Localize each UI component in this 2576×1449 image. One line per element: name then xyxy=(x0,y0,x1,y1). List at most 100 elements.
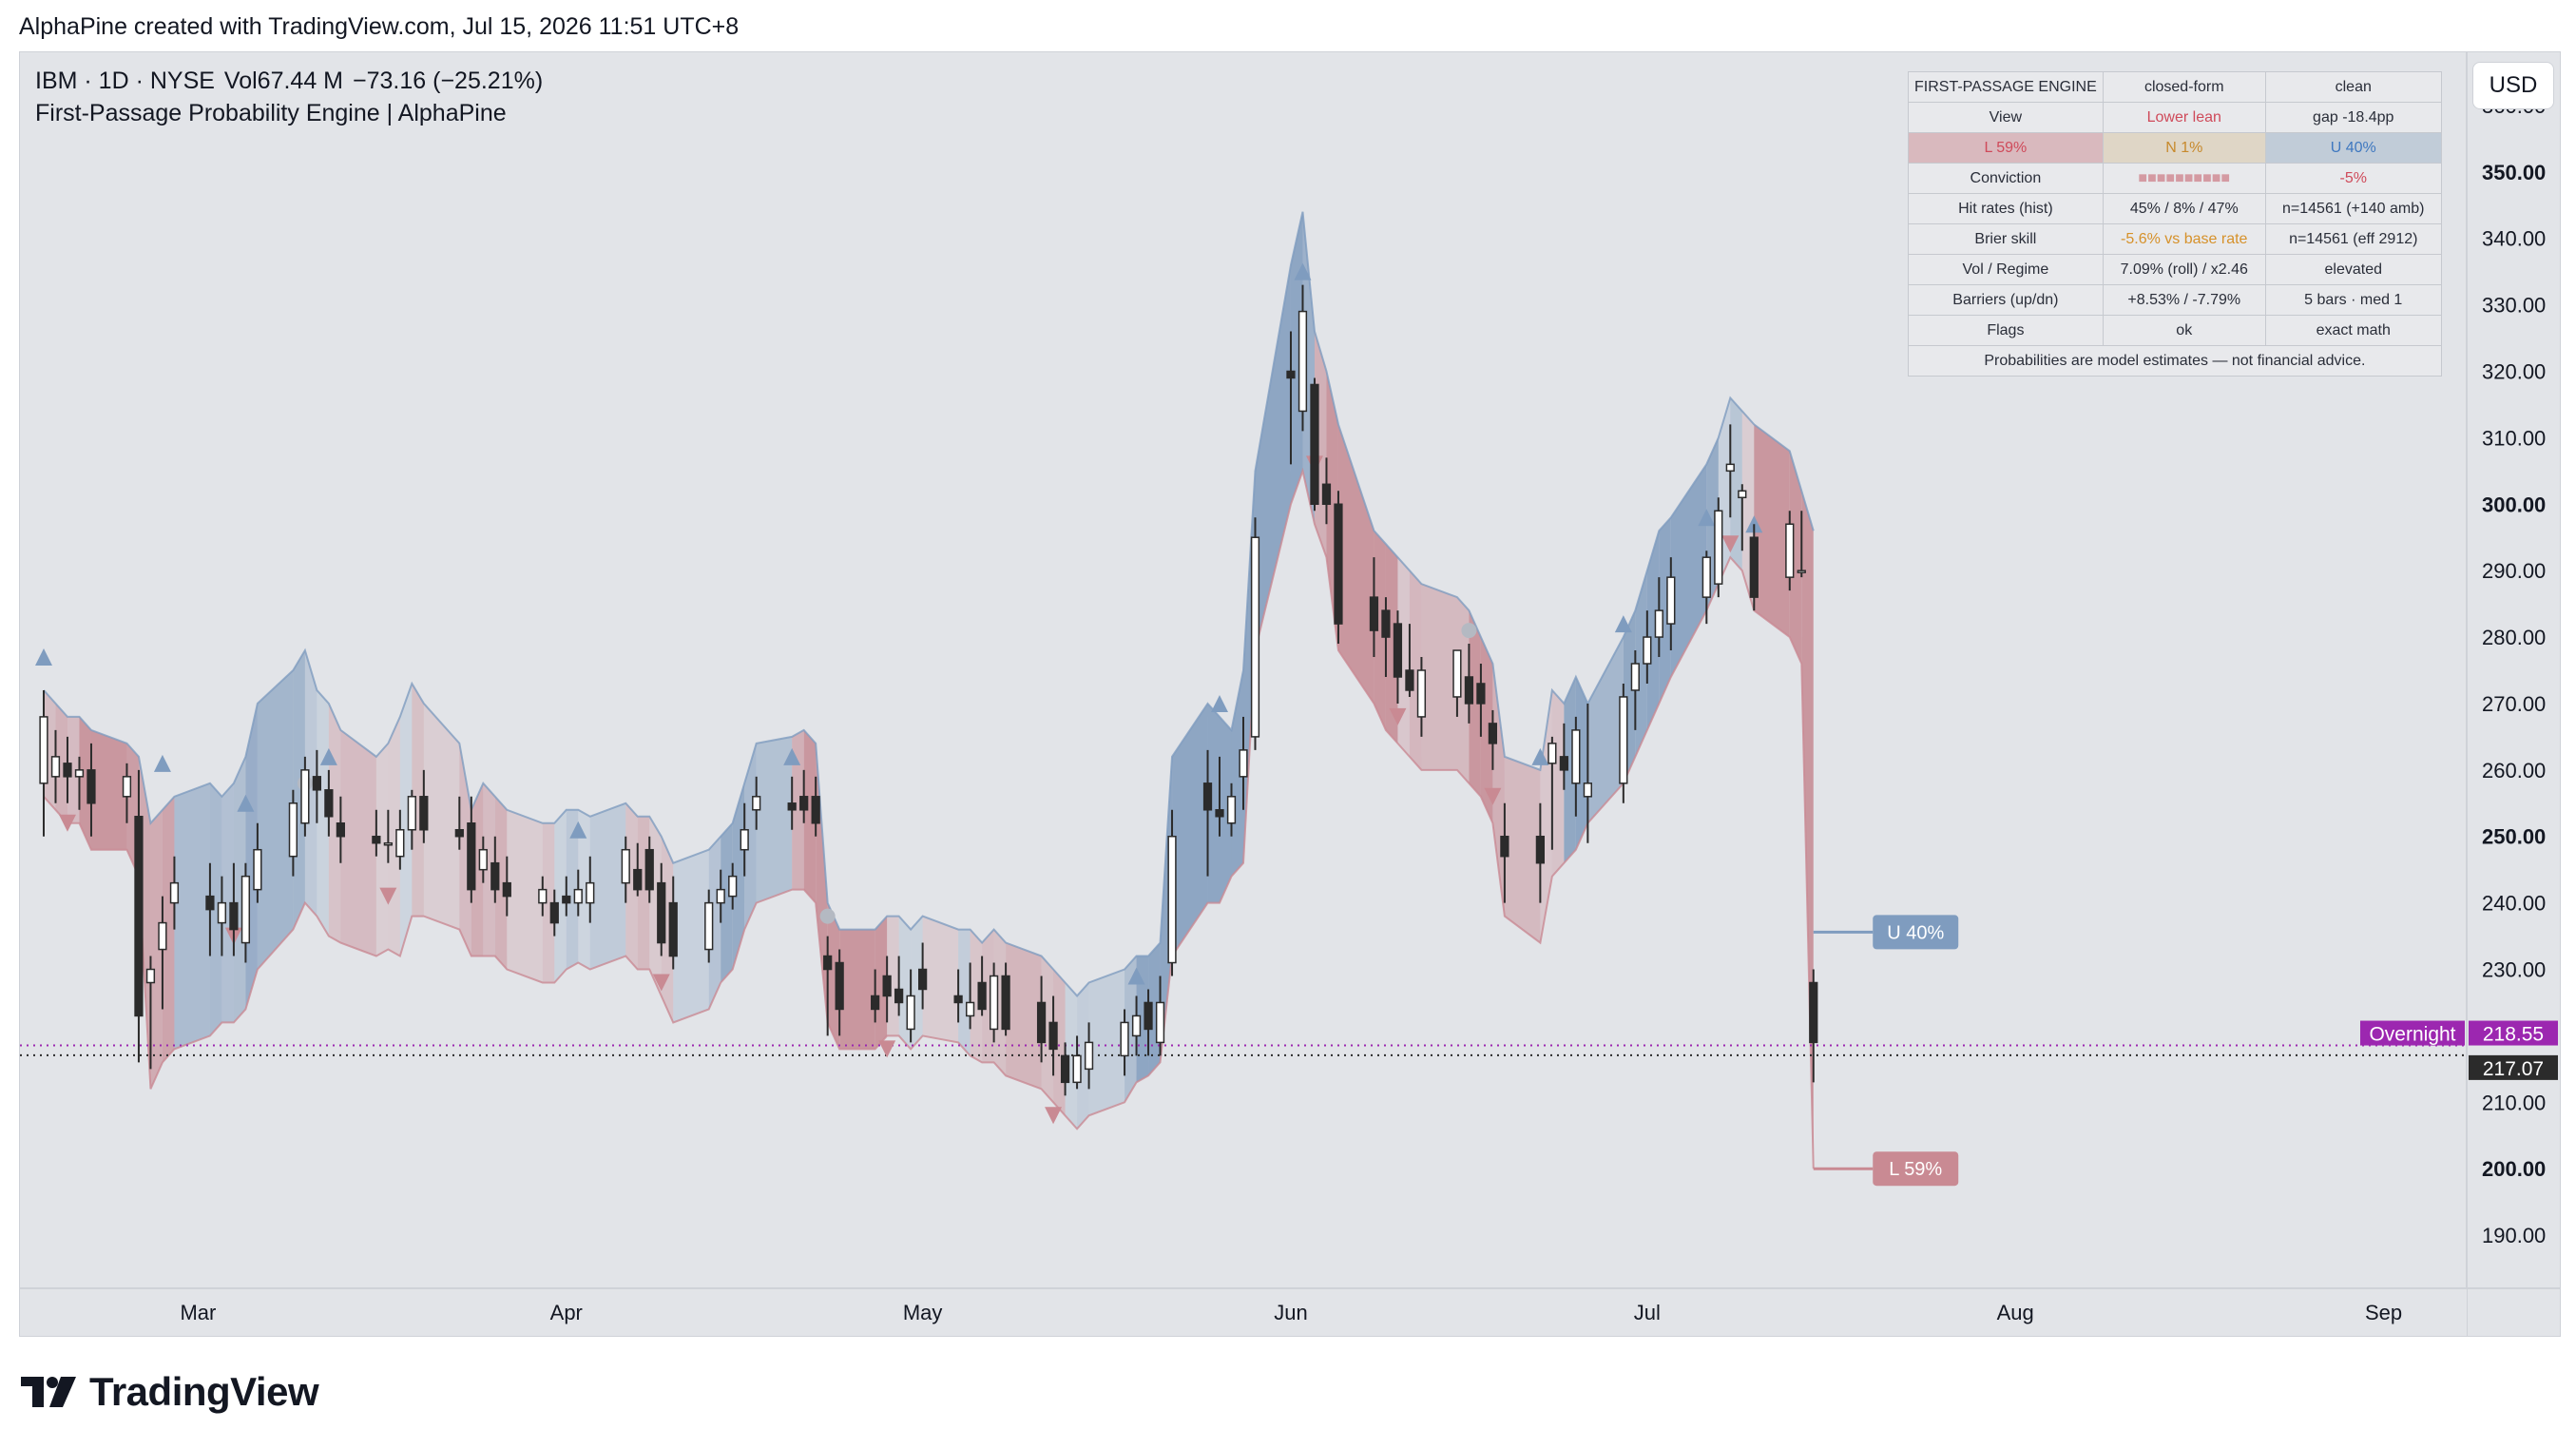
x-tick-label: Apr xyxy=(550,1301,583,1324)
y-tick-label: 280.00 xyxy=(2482,626,2546,649)
probability-band-segment xyxy=(257,670,294,970)
candle-body xyxy=(1464,676,1474,705)
engine-cell: 7.09% (roll) / x2.46 xyxy=(2102,254,2266,285)
candle-body xyxy=(312,776,322,791)
tradingview-logo[interactable]: TradingView xyxy=(19,1369,319,1415)
candle-body xyxy=(1131,1014,1142,1037)
candle-body xyxy=(621,848,630,884)
y-tick-label: 320.00 xyxy=(2482,359,2546,383)
candle-body xyxy=(1535,835,1546,864)
probability-band-segment xyxy=(958,929,971,1056)
candle-body xyxy=(1749,536,1759,598)
chart-frame[interactable]: 190.00200.00210.00220.00230.00240.00250.… xyxy=(19,51,2561,1337)
candle-body xyxy=(1809,981,1818,1044)
engine-row: View Lower lean gap -18.4pp xyxy=(1908,102,2442,133)
candle-body xyxy=(205,895,215,911)
time-axis[interactable] xyxy=(20,1288,2467,1336)
probability-band-segment xyxy=(67,716,80,823)
candle-body xyxy=(1369,596,1379,631)
indicator-legend[interactable]: First-Passage Probability Engine | Alpha… xyxy=(35,100,507,126)
engine-cell: n=14561 (+140 amb) xyxy=(2264,193,2442,224)
candle-body xyxy=(336,822,345,838)
engine-cell: View xyxy=(1908,102,2104,133)
candle-body xyxy=(63,763,72,778)
engine-footer-row: Probabilities are model estimates — not … xyxy=(1908,345,2442,377)
candle-body xyxy=(372,835,381,844)
probability-band-segment xyxy=(625,802,638,970)
up-signal-marker xyxy=(1211,694,1229,712)
probability-band-segment xyxy=(922,916,959,1043)
probability-band-segment xyxy=(1220,716,1232,903)
candle-body xyxy=(158,921,167,951)
up-signal-marker xyxy=(783,747,801,765)
candle-body xyxy=(953,995,963,1004)
candle-body xyxy=(169,881,180,904)
candle-body xyxy=(229,901,239,931)
engine-cell: FIRST-PASSAGE ENGINE xyxy=(1908,71,2104,103)
y-tick-label: 330.00 xyxy=(2482,294,2546,318)
probability-band-segment xyxy=(1789,451,1802,665)
candle-body xyxy=(288,802,298,858)
candle-body xyxy=(50,756,61,778)
candle-body xyxy=(538,888,548,904)
candle-body xyxy=(1488,723,1498,744)
candle-body xyxy=(1405,669,1414,691)
probability-band-segment xyxy=(887,916,899,1036)
candle-body xyxy=(1239,749,1248,778)
probability-band-segment xyxy=(507,809,543,983)
probability-band-segment xyxy=(423,703,460,930)
probability-band-segment xyxy=(55,703,67,823)
probability-band-segment xyxy=(221,782,234,1023)
y-tick-label: 240.00 xyxy=(2482,892,2546,916)
down-signal-marker xyxy=(58,814,76,832)
candle-body xyxy=(1215,809,1224,818)
x-tick-label: Sep xyxy=(2365,1301,2402,1324)
candle-body xyxy=(419,796,429,831)
probability-band-segment xyxy=(1088,969,1125,1116)
price-axis[interactable] xyxy=(2467,52,2560,1336)
probability-band-segment xyxy=(1136,956,1149,1083)
candle-body xyxy=(740,828,749,851)
symbol-legend[interactable]: IBM · 1D · NYSE Vol67.44 M −73.16 (−25.21%… xyxy=(35,68,552,95)
candle-body xyxy=(502,881,511,898)
probability-band-segment xyxy=(1065,982,1078,1130)
probability-band-segment xyxy=(1646,531,1660,730)
candle-body xyxy=(1286,370,1296,379)
price-tag-bg xyxy=(2469,1020,2558,1046)
engine-cell: 5 bars · med 1 xyxy=(2264,284,2442,316)
engine-cell: n=14561 (eff 2912) xyxy=(2264,223,2442,255)
candle-body xyxy=(87,769,96,804)
price-tag: 217.07 xyxy=(2483,1058,2544,1080)
probability-band-segment xyxy=(1006,942,1042,1090)
overnight-label: Overnight xyxy=(2369,1024,2455,1046)
candle-body xyxy=(1559,756,1568,771)
plot-area[interactable]: U 40% L 59% xyxy=(20,211,2467,1187)
down-signal-marker xyxy=(652,974,670,992)
candle-body xyxy=(1714,510,1723,585)
probability-band-segment xyxy=(494,796,508,970)
change-readout: −73.16 (−25.21%) xyxy=(353,68,544,94)
candle-body xyxy=(1630,663,1640,691)
candle-body xyxy=(1084,1041,1094,1071)
volume-readout: Vol67.44 M xyxy=(223,68,344,94)
probability-band-segment xyxy=(708,836,721,1010)
probability-band-segment xyxy=(1754,424,1790,638)
probability-band-segment xyxy=(1041,956,1054,1103)
band-lower-edge xyxy=(43,467,1815,1169)
probability-band-segment xyxy=(578,809,590,970)
probability-band-segment xyxy=(756,736,793,903)
probability-band-segment xyxy=(1730,397,1742,571)
symbol-name[interactable]: IBM · 1D · NYSE xyxy=(35,68,215,94)
candle-body xyxy=(407,796,416,831)
y-tick-label: 300.00 xyxy=(2482,493,2546,516)
candle-body xyxy=(728,875,738,898)
up-signal-marker xyxy=(1698,509,1716,527)
engine-row: FIRST-PASSAGE ENGINE closed-form clean xyxy=(1908,71,2442,103)
chart-credit: AlphaPine created with TradingView.com, … xyxy=(19,13,740,40)
price-chart[interactable]: 190.00200.00210.00220.00230.00240.00250.… xyxy=(20,52,2560,1336)
probability-band-segment xyxy=(1337,424,1375,704)
currency-button[interactable]: USD xyxy=(2472,62,2554,109)
y-tick-label: 350.00 xyxy=(2482,161,2546,184)
x-tick-label: Jul xyxy=(1634,1301,1661,1324)
candle-body xyxy=(1571,729,1581,784)
